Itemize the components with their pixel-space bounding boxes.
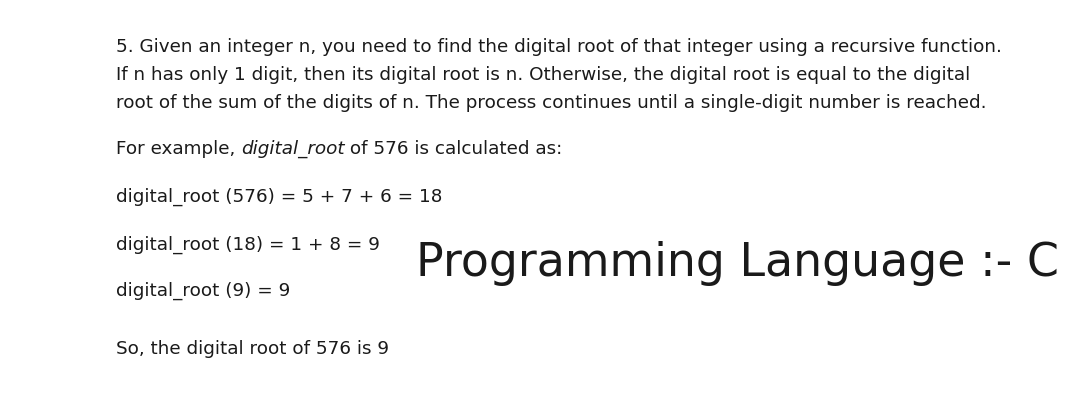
Text: digital_root (576) = 5 + 7 + 6 = 18: digital_root (576) = 5 + 7 + 6 = 18 [116,188,442,206]
Text: of 576 is calculated as:: of 576 is calculated as: [345,140,563,158]
Text: 5. Given an integer n, you need to find the digital root of that integer using a: 5. Given an integer n, you need to find … [116,38,1001,56]
Text: If n has only 1 digit, then its digital root is n. Otherwise, the digital root i: If n has only 1 digit, then its digital … [116,66,970,84]
Text: For example,: For example, [116,140,241,158]
Text: So, the digital root of 576 is 9: So, the digital root of 576 is 9 [116,340,389,358]
Text: root of the sum of the digits of n. The process continues until a single-digit n: root of the sum of the digits of n. The … [116,94,986,112]
Text: digital_root (9) = 9: digital_root (9) = 9 [116,282,289,300]
Text: digital_root: digital_root [241,140,345,158]
Text: digital_root (18) = 1 + 8 = 9: digital_root (18) = 1 + 8 = 9 [116,236,379,254]
Text: Programming Language :- C: Programming Language :- C [416,241,1058,286]
